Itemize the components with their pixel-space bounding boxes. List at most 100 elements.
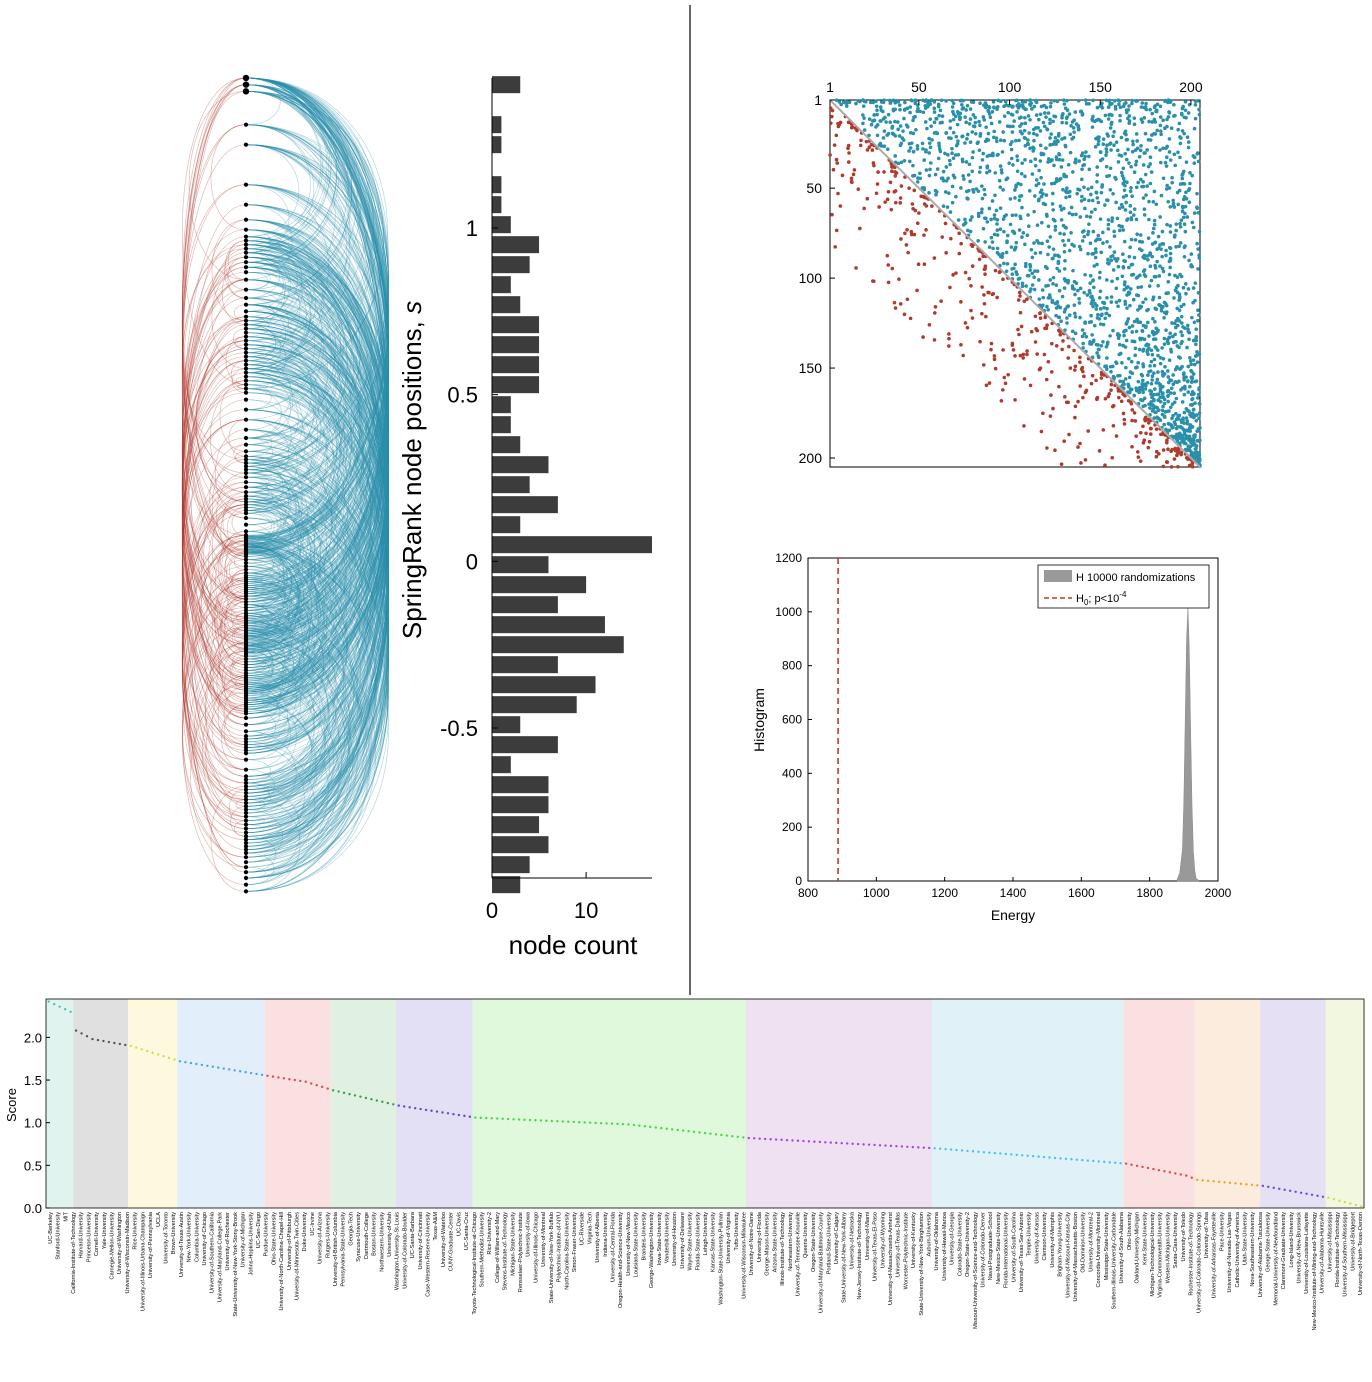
downward-link-point <box>1111 374 1116 379</box>
downward-link-point <box>1160 346 1164 350</box>
downward-link-point <box>1049 101 1053 105</box>
downward-link-point <box>953 114 958 119</box>
downward-edge <box>245 429 313 554</box>
downward-link-point <box>1191 286 1196 290</box>
downward-edge <box>245 799 266 811</box>
downward-link-point <box>1108 334 1112 338</box>
downward-edge <box>245 388 389 879</box>
score-dot <box>1135 1164 1139 1168</box>
histogram-bar <box>492 316 540 334</box>
downward-edge <box>245 77 389 657</box>
downward-link-point <box>1132 116 1137 120</box>
network-node <box>243 277 249 282</box>
institution-label: Simon-Fraser-University <box>572 1212 578 1272</box>
downward-link-point <box>1146 257 1150 262</box>
downward-edge <box>245 90 350 306</box>
downward-link-point <box>915 180 920 184</box>
downward-edge <box>245 708 276 746</box>
downward-edge <box>245 90 389 646</box>
downward-link-point <box>1057 157 1062 162</box>
network-node <box>243 358 249 363</box>
downward-edge <box>245 650 275 684</box>
score-dot <box>381 1100 384 1103</box>
network-node <box>243 784 249 789</box>
downward-link-point <box>1189 264 1193 269</box>
histogram-bar <box>492 576 587 594</box>
downward-link-point <box>1088 215 1093 219</box>
downward-link-point <box>1041 192 1045 196</box>
adjacency-y-tick-label: 200 <box>799 450 823 466</box>
downward-link-point <box>1129 359 1134 364</box>
histogram-bar <box>492 776 549 794</box>
upward-link-point <box>1110 455 1115 460</box>
institution-label: University-of-Montreal <box>541 1212 547 1267</box>
downward-link-point <box>1140 101 1145 105</box>
upward-link-point <box>1161 448 1166 452</box>
downward-link-point <box>1030 283 1035 287</box>
network-node <box>243 475 249 480</box>
upward-edge <box>205 598 247 726</box>
downward-link-point <box>1174 222 1179 226</box>
downward-edge <box>245 279 389 844</box>
network-node <box>243 860 249 865</box>
score-dot <box>1272 1186 1275 1190</box>
score-dot <box>638 1124 641 1127</box>
histogram-bar <box>492 456 549 474</box>
upward-link-point <box>852 168 857 172</box>
downward-link-point <box>924 168 929 172</box>
downward-link-point <box>1152 131 1156 136</box>
downward-link-point <box>1129 217 1134 222</box>
downward-link-point <box>982 118 987 122</box>
downward-edge <box>245 437 333 611</box>
downward-link-point <box>1179 418 1184 423</box>
upward-link-point <box>1076 445 1080 449</box>
upward-edge <box>230 805 247 837</box>
downward-link-point <box>1197 411 1202 415</box>
downward-link-point <box>1056 131 1061 136</box>
downward-edge <box>245 144 389 595</box>
downward-edge <box>245 637 284 693</box>
upward-edge <box>181 289 247 873</box>
downward-edge <box>245 77 389 620</box>
downward-link-point <box>1178 141 1183 146</box>
downward-edge <box>245 601 267 616</box>
downward-edge <box>245 510 275 543</box>
histogram-bar <box>492 796 549 814</box>
downward-edge <box>245 344 339 532</box>
downward-edge <box>245 419 349 631</box>
network-node <box>243 554 249 559</box>
upward-edge <box>235 612 247 623</box>
score-dot <box>1097 1160 1100 1163</box>
downward-edge <box>245 184 389 600</box>
downward-link-point <box>1139 285 1144 289</box>
upward-link-point <box>933 311 937 315</box>
downward-link-point <box>976 214 981 219</box>
institution-label: Worcester-Polytechnic-Institute <box>903 1212 909 1289</box>
institution-label: University-of-Texas-San-Antonio <box>1019 1212 1025 1292</box>
downward-link-point <box>1047 245 1051 249</box>
downward-link-point <box>954 134 959 139</box>
upward-edge <box>182 388 247 621</box>
upward-link-point <box>898 201 903 205</box>
downward-edge <box>245 551 300 646</box>
upward-edge <box>182 340 247 583</box>
institution-label: University-of-South-Carolina <box>1011 1211 1017 1282</box>
downward-link-point <box>1194 342 1198 347</box>
downward-link-point <box>1023 121 1028 125</box>
upward-link-point <box>838 204 843 208</box>
downward-link-point <box>1051 119 1055 124</box>
downward-edge <box>245 77 389 714</box>
downward-edge <box>245 545 388 854</box>
upward-link-point <box>905 227 909 232</box>
downward-link-point <box>995 139 999 144</box>
downward-link-point <box>1143 403 1147 408</box>
downward-edge <box>245 419 290 488</box>
downward-link-point <box>1090 125 1095 129</box>
upward-link-point <box>1045 323 1049 327</box>
downward-edge <box>245 248 389 660</box>
downward-link-point <box>1029 159 1033 164</box>
downward-link-point <box>1184 416 1189 420</box>
downward-edge <box>245 77 389 858</box>
upward-link-point <box>1049 370 1054 374</box>
downward-link-point <box>1073 311 1077 316</box>
